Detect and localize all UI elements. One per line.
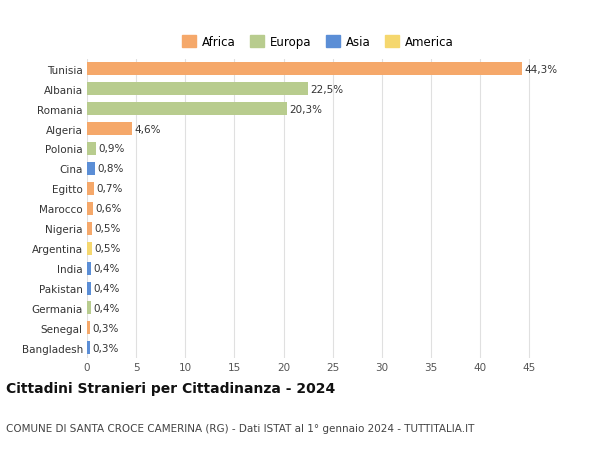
Text: 22,5%: 22,5% [311, 84, 344, 95]
Text: 0,4%: 0,4% [94, 303, 120, 313]
Text: 0,8%: 0,8% [97, 164, 124, 174]
Text: 0,5%: 0,5% [94, 224, 121, 234]
Bar [87, 123, 132, 136]
Text: COMUNE DI SANTA CROCE CAMERINA (RG) - Dati ISTAT al 1° gennaio 2024 - TUTTITALIA: COMUNE DI SANTA CROCE CAMERINA (RG) - Da… [6, 424, 475, 433]
Bar [87, 322, 90, 335]
Bar [87, 63, 523, 76]
Text: 0,5%: 0,5% [94, 244, 121, 254]
Text: 44,3%: 44,3% [525, 65, 558, 75]
Legend: Africa, Europa, Asia, America: Africa, Europa, Asia, America [180, 33, 456, 51]
Bar [87, 202, 93, 215]
Text: 0,7%: 0,7% [97, 184, 123, 194]
Bar [87, 282, 91, 295]
Text: 20,3%: 20,3% [289, 104, 322, 114]
Text: 0,6%: 0,6% [95, 204, 122, 214]
Bar [87, 183, 94, 196]
Bar [87, 222, 92, 235]
Text: 0,4%: 0,4% [94, 283, 120, 293]
Bar [87, 242, 92, 255]
Bar [87, 83, 308, 96]
Text: 4,6%: 4,6% [134, 124, 161, 134]
Text: 0,3%: 0,3% [92, 343, 119, 353]
Text: 0,3%: 0,3% [92, 323, 119, 333]
Bar [87, 143, 96, 156]
Bar [87, 262, 91, 275]
Bar [87, 302, 91, 315]
Text: 0,9%: 0,9% [98, 144, 125, 154]
Bar [87, 162, 95, 175]
Text: 0,4%: 0,4% [94, 263, 120, 274]
Text: Cittadini Stranieri per Cittadinanza - 2024: Cittadini Stranieri per Cittadinanza - 2… [6, 381, 335, 396]
Bar [87, 103, 287, 116]
Bar [87, 341, 90, 354]
